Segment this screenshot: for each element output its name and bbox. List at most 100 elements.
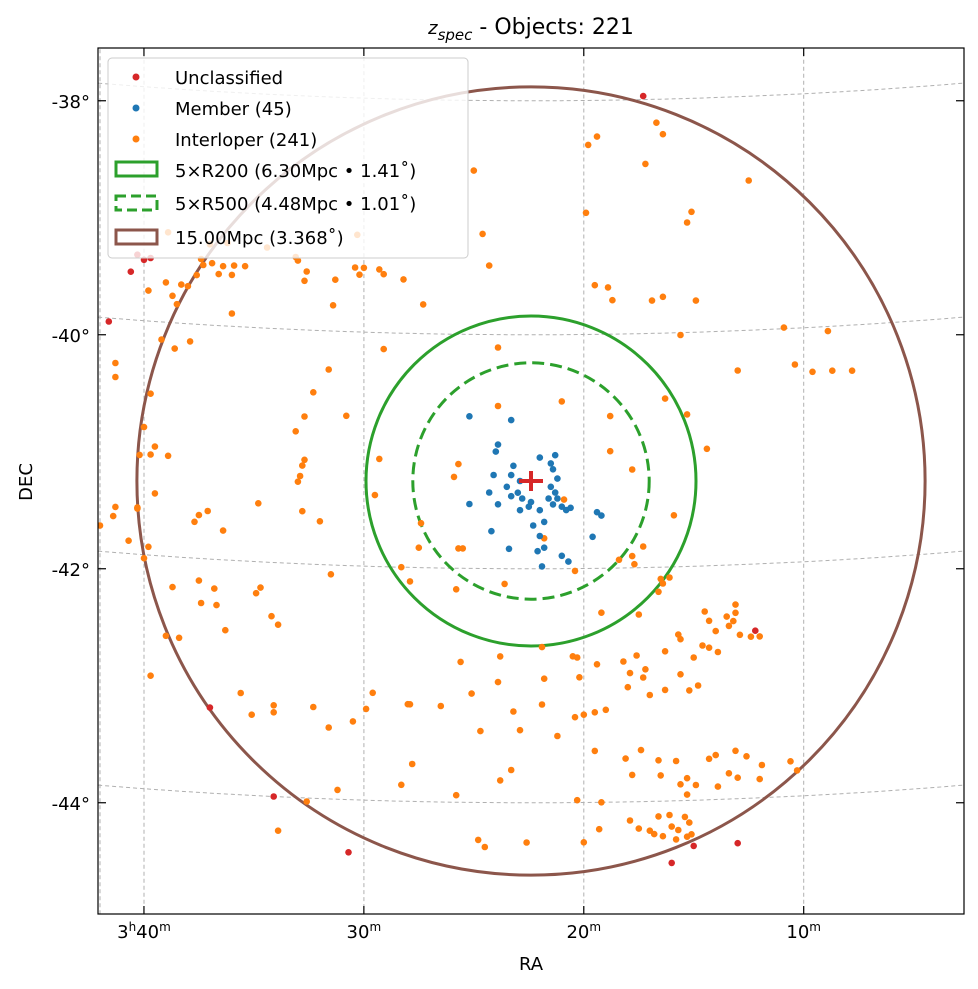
point-interloper xyxy=(136,451,143,459)
point-interloper xyxy=(186,338,194,345)
point-interloper xyxy=(164,452,172,460)
point-interloper xyxy=(683,411,691,418)
point-interloper xyxy=(228,310,236,317)
point-interloper xyxy=(635,825,643,832)
legend-r500-label: 5×R500 (4.48Mpc • 1.01˚) xyxy=(175,194,416,215)
axis-ticks: -38° -40° -42° -44° 3h40m 30m 20m 10m xyxy=(52,48,964,943)
point-interloper xyxy=(791,361,799,368)
point-interloper xyxy=(732,747,739,755)
point-interloper xyxy=(646,827,654,834)
point-interloper xyxy=(633,652,640,659)
point-interloper xyxy=(356,271,363,279)
point-interloper xyxy=(659,832,667,840)
point-interloper xyxy=(558,398,566,405)
point-interloper xyxy=(683,219,691,226)
point-interloper xyxy=(523,839,530,846)
point-interloper xyxy=(398,781,405,789)
point-interloper xyxy=(699,642,706,649)
point-interloper xyxy=(169,292,176,300)
point-interloper xyxy=(494,402,502,410)
point-interloper xyxy=(147,672,154,679)
point-interloper xyxy=(714,783,722,790)
point-interloper xyxy=(496,777,504,784)
point-interloper xyxy=(580,711,588,718)
point-interloper xyxy=(485,262,493,269)
point-interloper xyxy=(659,130,667,138)
point-member xyxy=(492,448,500,455)
legend-unclassified-label: Unclassified xyxy=(175,68,283,89)
legend-r15-swatch xyxy=(114,228,159,246)
point-interloper xyxy=(329,302,337,309)
point-interloper xyxy=(252,589,260,597)
point-interloper xyxy=(158,336,165,343)
point-interloper xyxy=(376,455,383,463)
point-interloper xyxy=(602,706,610,714)
point-member xyxy=(516,506,524,514)
point-interloper xyxy=(723,613,730,620)
circle-5-r200 xyxy=(364,314,698,648)
point-interloper xyxy=(688,208,695,216)
point-interloper xyxy=(362,705,370,713)
point-interloper xyxy=(703,445,711,453)
point-interloper xyxy=(270,702,278,709)
point-interloper xyxy=(677,781,684,788)
point-interloper xyxy=(184,282,192,290)
point-member xyxy=(536,454,544,461)
point-interloper xyxy=(452,791,460,799)
legend-r15-label: 15.00Mpc (3.368˚) xyxy=(175,228,344,249)
cluster-center-marker xyxy=(519,471,543,491)
point-interloper xyxy=(758,761,766,769)
point-interloper xyxy=(554,732,561,740)
point-member xyxy=(514,489,522,497)
point-interloper xyxy=(257,584,264,591)
point-interloper xyxy=(598,609,605,616)
grid-line-dec xyxy=(98,784,964,804)
point-interloper xyxy=(211,585,218,592)
point-interloper xyxy=(380,345,388,353)
point-interloper xyxy=(609,296,616,304)
point-unclassified xyxy=(752,627,759,634)
point-interloper xyxy=(824,327,832,335)
point-interloper xyxy=(343,412,350,420)
point-interloper xyxy=(648,297,656,304)
title-rest: - Objects: 221 xyxy=(472,15,633,40)
point-unclassified xyxy=(639,92,647,100)
point-interloper xyxy=(510,708,517,715)
point-member xyxy=(558,552,566,560)
point-interloper xyxy=(793,767,801,774)
point-interloper xyxy=(571,567,579,575)
point-interloper xyxy=(140,554,148,562)
point-interloper xyxy=(169,583,176,591)
point-member xyxy=(536,532,544,540)
legend-member-label: Member (45) xyxy=(175,99,292,120)
point-interloper xyxy=(628,466,636,473)
legend-interloper-marker xyxy=(132,135,140,143)
point-interloper xyxy=(591,747,599,755)
point-interloper xyxy=(254,500,262,507)
point-interloper xyxy=(571,713,579,721)
point-interloper xyxy=(730,617,737,625)
point-interloper xyxy=(301,456,308,464)
point-interloper xyxy=(112,503,119,511)
legend-box xyxy=(107,57,469,259)
point-interloper xyxy=(417,519,425,527)
point-interloper xyxy=(204,507,211,515)
point-interloper xyxy=(705,644,713,651)
point-interloper xyxy=(666,574,673,581)
point-interloper xyxy=(655,813,662,820)
point-interloper xyxy=(299,462,306,469)
point-interloper xyxy=(248,711,255,718)
legend-r200-swatch xyxy=(114,160,159,178)
x-axis-label: RA xyxy=(519,954,544,975)
point-unclassified xyxy=(668,859,675,867)
point-interloper xyxy=(688,831,695,838)
point-interloper xyxy=(193,271,200,279)
point-interloper xyxy=(642,160,649,168)
title-main: z xyxy=(427,18,438,39)
radius-circles xyxy=(135,85,927,877)
point-member xyxy=(488,527,495,535)
point-interloper xyxy=(606,447,614,455)
point-interloper xyxy=(494,678,502,686)
point-interloper xyxy=(408,760,416,768)
point-interloper xyxy=(398,563,405,571)
